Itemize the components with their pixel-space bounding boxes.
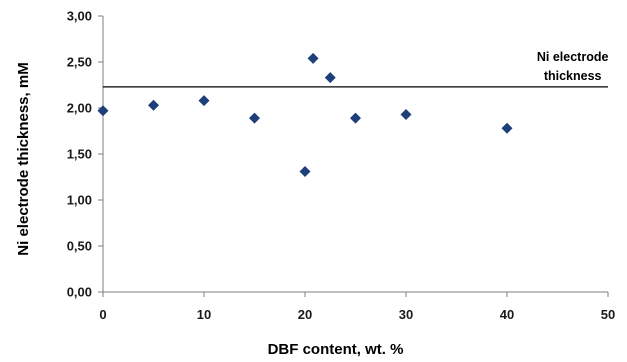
y-axis-ticks: 0,00 0,50 1,00 1,50 2,00 2,50 3,00 (67, 9, 103, 300)
y-tick-label: 0,50 (67, 239, 92, 254)
x-tick-label: 0 (99, 307, 106, 322)
y-tick-label: 3,00 (67, 9, 92, 24)
y-tick-label: 1,00 (67, 193, 92, 208)
y-tick-label: 2,00 (67, 101, 92, 116)
x-tick-label: 50 (601, 307, 615, 322)
data-point (501, 122, 513, 134)
data-point (249, 112, 260, 124)
x-tick-label: 30 (399, 307, 413, 322)
data-point (97, 105, 109, 117)
data-point (198, 95, 210, 107)
data-point (307, 52, 319, 64)
x-axis-title: DBF content, wt. % (268, 341, 404, 358)
y-tick-label: 2,50 (67, 55, 92, 70)
data-point (148, 99, 159, 111)
data-points (97, 52, 513, 177)
reference-line-label-line-2: thickness (544, 69, 602, 83)
x-axis-ticks: 0 10 20 30 40 50 (99, 292, 615, 322)
data-point (350, 112, 361, 124)
data-point (299, 165, 311, 177)
data-point (324, 72, 336, 84)
x-tick-label: 40 (500, 307, 514, 322)
x-tick-label: 20 (298, 307, 312, 322)
y-axis-title: Ni electrode thickness, mM (15, 62, 32, 255)
plot-area: 0,00 0,50 1,00 1,50 2,00 2,50 3,00 0 10 20 30 40 50 (67, 9, 616, 323)
data-point (400, 108, 412, 120)
x-tick-label: 10 (197, 307, 211, 322)
y-tick-label: 0,00 (67, 285, 92, 300)
y-tick-label: 1,50 (67, 147, 92, 162)
reference-line-label-line-1: Ni electrode (537, 50, 609, 64)
